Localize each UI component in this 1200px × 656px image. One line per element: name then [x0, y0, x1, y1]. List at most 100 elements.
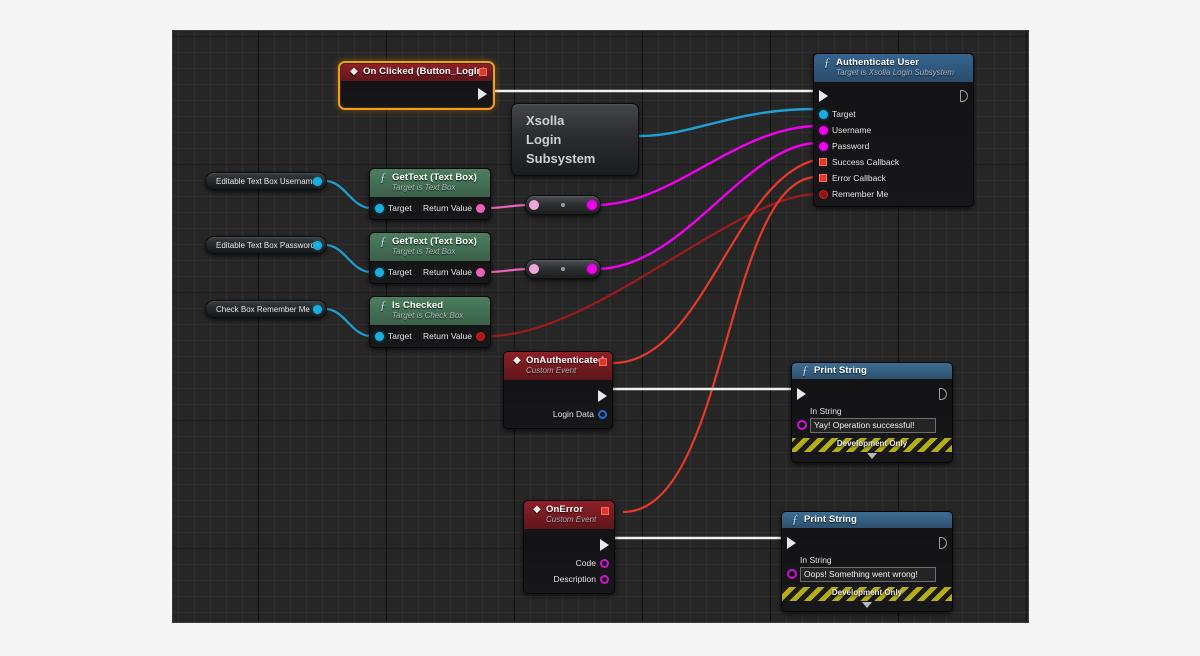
node-on-error[interactable]: ◆ OnError Custom Event Code Descrip — [523, 500, 615, 594]
return-value-output-pin[interactable] — [476, 331, 485, 341]
variable-output-pin[interactable] — [313, 304, 322, 314]
in-string-field-wrap: In String Oops! Something went wrong! — [782, 553, 952, 584]
node-header[interactable]: ƒ Print String — [792, 363, 952, 379]
node-expander-arrow-icon[interactable] — [782, 601, 952, 611]
node-var-editable-text-box-username[interactable]: Editable Text Box Username — [205, 172, 327, 190]
in-string-label: In String — [810, 406, 842, 416]
wire-delegate-onerror-to-error — [622, 175, 816, 514]
node-xsolla-login-subsystem[interactable]: Xsolla Login Subsystem — [511, 103, 639, 176]
delegate-output-pin[interactable] — [599, 358, 607, 366]
delegate-output-pin[interactable] — [601, 507, 609, 515]
return-value-output-pin[interactable] — [476, 267, 485, 277]
code-output-pin[interactable] — [600, 558, 609, 568]
exec-input-pin[interactable] — [787, 537, 796, 549]
return-value-output-pin[interactable] — [476, 203, 485, 213]
target-input-pin[interactable] — [819, 109, 828, 119]
function-f-icon: ƒ — [824, 55, 830, 69]
pin-label: Error Callback — [832, 173, 886, 183]
description-output-pin[interactable] — [600, 574, 609, 584]
pin-row-password[interactable]: Password — [814, 138, 973, 154]
exec-output-pin[interactable] — [598, 390, 607, 402]
pin-label-return-value: Return Value — [423, 267, 472, 277]
conversion-input-pin[interactable] — [529, 200, 539, 210]
node-gettext-username[interactable]: ƒ GetText (Text Box) Target is Text Box … — [369, 168, 491, 220]
target-input-pin[interactable] — [375, 267, 384, 277]
conversion-output-pin[interactable] — [587, 200, 597, 210]
node-var-check-box-remember-me[interactable]: Check Box Remember Me — [205, 300, 327, 318]
exec-output-pin[interactable] — [600, 539, 609, 551]
conversion-output-pin[interactable] — [587, 264, 597, 274]
login-data-output-pin[interactable] — [598, 409, 607, 419]
password-input-pin[interactable] — [819, 141, 828, 151]
conversion-node-dot-icon — [561, 267, 565, 271]
node-header[interactable]: ƒ Authenticate User Target is Xsolla Log… — [814, 54, 973, 82]
target-input-pin[interactable] — [375, 203, 384, 213]
function-f-icon: ƒ — [802, 363, 808, 377]
node-header[interactable]: ƒ Print String — [782, 512, 952, 528]
username-input-pin[interactable] — [819, 125, 828, 135]
node-title: OnError — [546, 504, 584, 515]
node-header[interactable]: ◆ OnError Custom Event — [524, 501, 614, 529]
exec-output-pin[interactable] — [478, 88, 487, 100]
pin-row-success-callback[interactable]: Success Callback — [814, 154, 973, 170]
in-string-label: In String — [800, 555, 832, 565]
node-header[interactable]: ◆ On Clicked (Button_LogIn) — [341, 64, 492, 81]
node-subtitle: Custom Event — [546, 515, 597, 524]
node-convert-text-to-string-password[interactable] — [525, 259, 601, 279]
pin-label-return-value: Return Value — [423, 203, 472, 213]
node-header[interactable]: ƒ GetText (Text Box) Target is Text Box — [370, 233, 490, 261]
exec-output-pin[interactable] — [960, 90, 968, 102]
error-callback-input-pin[interactable] — [819, 174, 827, 182]
exec-input-pin[interactable] — [797, 388, 806, 400]
var-label: Editable Text Box Username — [216, 176, 317, 186]
node-expander-arrow-icon[interactable] — [792, 452, 952, 462]
pin-row-target[interactable]: Target — [814, 106, 973, 122]
in-string-input-pin[interactable] — [797, 420, 807, 430]
node-subtitle: Target is Text Box — [392, 183, 456, 192]
delegate-output-pin[interactable] — [479, 68, 487, 76]
pin-row-code[interactable]: Code — [524, 555, 614, 571]
pin-row-target-return[interactable]: Target Return Value — [370, 264, 490, 280]
exec-input-pin[interactable] — [819, 90, 828, 102]
in-string-input[interactable]: Yay! Operation successful! — [810, 418, 936, 433]
node-convert-text-to-string-username[interactable] — [525, 195, 601, 215]
pin-label: Description — [553, 574, 596, 584]
pin-row-target-return[interactable]: Target Return Value — [370, 328, 490, 344]
pin-row-username[interactable]: Username — [814, 122, 973, 138]
pin-row-login-data[interactable]: Login Data — [504, 406, 612, 422]
pin-row-remember-me[interactable]: Remember Me — [814, 186, 973, 202]
conversion-input-pin[interactable] — [529, 264, 539, 274]
success-callback-input-pin[interactable] — [819, 158, 827, 166]
in-string-input[interactable]: Oops! Something went wrong! — [800, 567, 936, 582]
exec-output-pin[interactable] — [939, 388, 947, 400]
in-string-input-pin[interactable] — [787, 569, 797, 579]
remember-me-input-pin[interactable] — [819, 189, 828, 199]
node-header[interactable]: ◆ OnAuthenticated Custom Event — [504, 352, 612, 380]
node-title: Is Checked — [392, 300, 444, 311]
wire-object-varusername-to-gettext — [324, 179, 372, 210]
var-line-3: Subsystem — [526, 151, 596, 166]
pin-row-description[interactable]: Description — [524, 571, 614, 587]
node-gettext-password[interactable]: ƒ GetText (Text Box) Target is Text Box … — [369, 232, 491, 284]
wire-text-gettext-to-convert-password — [488, 267, 530, 274]
node-on-authenticated[interactable]: ◆ OnAuthenticated Custom Event Login Dat… — [503, 351, 613, 429]
pin-row-error-callback[interactable]: Error Callback — [814, 170, 973, 186]
blueprint-graph-canvas[interactable]: ◆ On Clicked (Button_LogIn) ƒ Authentica… — [173, 31, 1028, 622]
node-print-string-error[interactable]: ƒ Print String In String Oops! Something… — [781, 511, 953, 612]
variable-output-pin[interactable] — [313, 176, 322, 186]
node-header[interactable]: ƒ Is Checked Target is Check Box — [370, 297, 490, 325]
variable-output-pin[interactable] — [313, 240, 322, 250]
target-input-pin[interactable] — [375, 331, 384, 341]
exec-row — [792, 384, 952, 404]
pin-row-target-return[interactable]: Target Return Value — [370, 200, 490, 216]
node-print-string-success[interactable]: ƒ Print String In String Yay! Operation … — [791, 362, 953, 463]
node-title: Print String — [804, 514, 857, 525]
node-is-checked[interactable]: ƒ Is Checked Target is Check Box Target … — [369, 296, 491, 348]
node-var-editable-text-box-password[interactable]: Editable Text Box Password — [205, 236, 327, 254]
exec-output-pin[interactable] — [939, 537, 947, 549]
node-on-clicked[interactable]: ◆ On Clicked (Button_LogIn) — [340, 63, 493, 108]
pin-label-target: Target — [388, 331, 412, 341]
node-authenticate-user[interactable]: ƒ Authenticate User Target is Xsolla Log… — [813, 53, 974, 207]
node-header[interactable]: ƒ GetText (Text Box) Target is Text Box — [370, 169, 490, 197]
